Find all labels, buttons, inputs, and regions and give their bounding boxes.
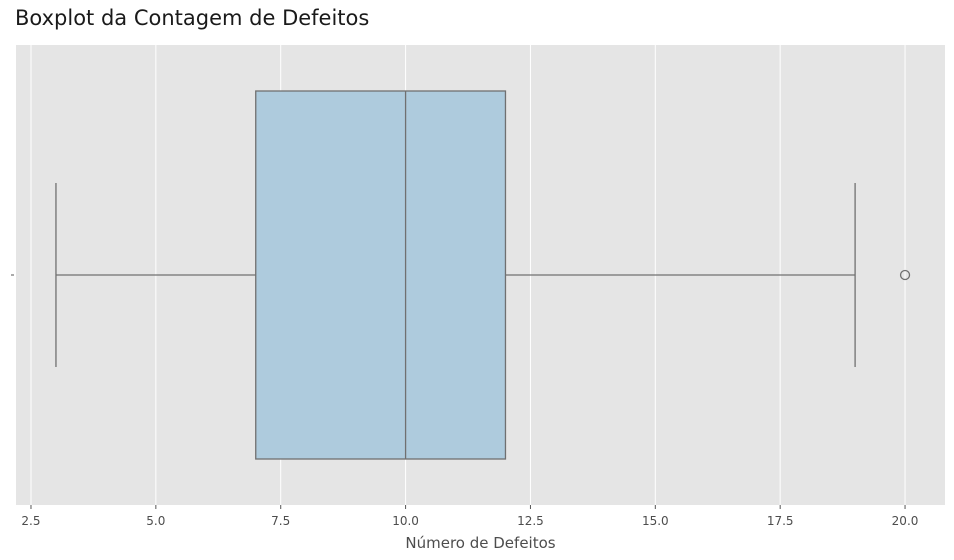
x-tick-label: 7.5 <box>271 514 290 528</box>
x-tick-label: 5.0 <box>146 514 165 528</box>
boxplot <box>55 90 911 460</box>
outlier-point <box>899 269 911 281</box>
x-axis-ticks: 2.5 5.0 7.5 10.0 12.5 15.0 17.5 20.0 <box>21 505 918 528</box>
iqr-box <box>255 90 507 460</box>
x-tick-label: 20.0 <box>892 514 919 528</box>
x-tick-label: 15.0 <box>642 514 669 528</box>
x-axis-label: Número de Defeitos <box>405 534 555 552</box>
x-tick-label: 12.5 <box>517 514 544 528</box>
x-tick-label: 17.5 <box>767 514 794 528</box>
x-tick-label: 10.0 <box>392 514 419 528</box>
chart-title: Boxplot da Contagem de Defeitos <box>15 6 370 30</box>
x-tick-label: 2.5 <box>21 514 40 528</box>
